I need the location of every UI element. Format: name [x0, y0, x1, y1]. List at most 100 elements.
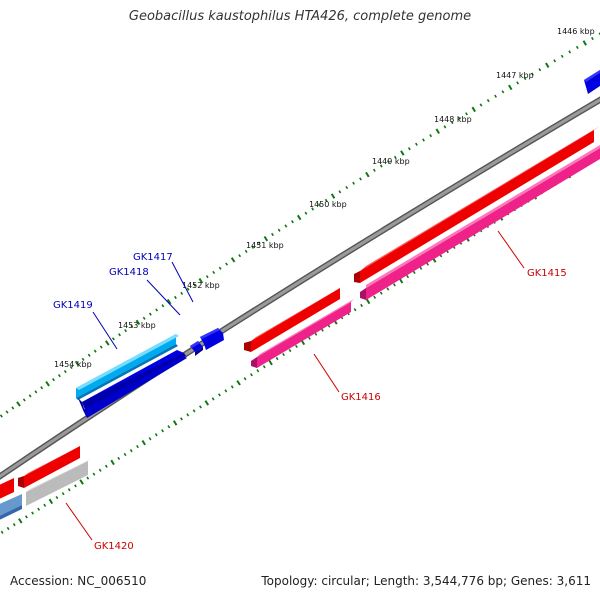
minor-tick: [486, 98, 490, 103]
gene-feature-partial-left[interactable]: [0, 478, 22, 522]
minor-tick: [304, 211, 308, 215]
minor-tick: [81, 357, 85, 361]
minor-tick: [31, 511, 34, 515]
major-tick: [236, 380, 241, 386]
minor-tick: [415, 142, 418, 146]
gene-label-gk1415[interactable]: GK1415: [527, 268, 567, 279]
minor-tick: [560, 54, 564, 58]
minor-tick: [494, 94, 497, 98]
major-tick: [230, 257, 236, 263]
minor-tick: [284, 224, 288, 228]
gene-feature-gk1420[interactable]: [18, 444, 91, 506]
minor-tick: [40, 386, 44, 390]
major-tick: [45, 381, 50, 387]
major-tick: [471, 106, 476, 113]
gene-label-gk1419[interactable]: GK1419: [53, 300, 93, 311]
minor-tick: [360, 303, 363, 308]
minor-tick: [295, 344, 298, 349]
minor-tick: [12, 522, 16, 527]
minor-tick: [538, 68, 542, 72]
minor-tick: [69, 365, 73, 370]
minor-tick: [154, 433, 158, 437]
kbp-labels: 1446 kbp 1447 kbp 1448 kbp 1449 kbp 1450…: [54, 27, 595, 369]
major-tick: [296, 214, 302, 221]
major-tick: [330, 193, 336, 199]
minor-tick: [308, 336, 311, 340]
gene-label-gk1417[interactable]: GK1417: [133, 252, 173, 263]
kbp-label: 1449 kbp: [372, 157, 410, 166]
kbp-label: 1451 kbp: [246, 241, 284, 250]
gene-feature-gk1415[interactable]: [354, 126, 600, 300]
minor-tick: [155, 308, 159, 312]
minor-tick: [386, 287, 390, 291]
major-tick: [582, 40, 587, 46]
minor-tick: [271, 232, 274, 237]
minor-tick: [419, 266, 423, 270]
minor-tick: [93, 349, 97, 353]
minor-tick: [373, 295, 377, 299]
minor-tick: [98, 468, 102, 472]
gene-feature-gk1418[interactable]: [190, 341, 203, 356]
gene-feature-gk1419[interactable]: [76, 334, 187, 418]
minor-tick: [386, 160, 390, 164]
major-tick: [400, 150, 405, 156]
major-tick: [204, 400, 210, 406]
minor-tick: [123, 452, 127, 457]
minor-tick: [57, 374, 61, 378]
minor-tick: [205, 275, 209, 279]
kbp-label: 1448 kbp: [434, 115, 472, 124]
minor-tick: [180, 417, 183, 421]
major-tick: [79, 479, 84, 485]
major-tick: [166, 298, 172, 305]
gene-label-gk1420[interactable]: GK1420: [94, 541, 134, 552]
minor-tick: [379, 291, 383, 295]
major-tick: [365, 298, 371, 305]
minor-tick: [318, 203, 321, 207]
kbp-label: 1454 kbp: [54, 360, 92, 369]
minor-tick: [523, 76, 527, 81]
minor-tick: [124, 329, 128, 333]
minor-tick: [63, 369, 67, 374]
minor-tick: [6, 526, 10, 531]
minor-tick: [43, 503, 47, 507]
minor-tick: [87, 353, 91, 357]
minor-tick: [161, 429, 164, 433]
minor-tick: [99, 345, 103, 349]
major-tick: [104, 340, 110, 346]
minor-tick: [291, 220, 294, 224]
major-tick: [74, 360, 80, 367]
genome-backbone: [0, 96, 600, 480]
kbp-label: 1452 kbp: [182, 281, 220, 290]
major-tick: [48, 498, 54, 505]
minor-tick: [111, 337, 115, 341]
minor-tick: [251, 245, 255, 249]
gene-labels: GK1415 GK1416 GK1417 GK1418 GK1419 GK142…: [53, 252, 567, 552]
major-tick: [545, 62, 550, 69]
minor-tick: [186, 287, 190, 291]
gene-label-gk1418[interactable]: GK1418: [109, 267, 149, 278]
kbp-label: 1450 kbp: [309, 200, 347, 209]
minor-tick: [443, 125, 447, 129]
major-tick: [198, 278, 204, 284]
minor-tick: [230, 385, 234, 389]
minor-tick: [288, 348, 292, 353]
gene-feature-gk1417[interactable]: [200, 328, 224, 350]
minor-tick: [167, 425, 171, 429]
gene-feature-gk1416[interactable]: [244, 285, 354, 368]
minor-tick: [86, 476, 90, 480]
minor-tick: [92, 472, 96, 476]
major-tick: [110, 459, 115, 466]
kbp-label: 1453 kbp: [118, 321, 156, 330]
minor-tick: [379, 164, 383, 168]
minor-tick: [457, 116, 461, 120]
minor-tick: [186, 413, 190, 417]
gene-label-gk1416[interactable]: GK1416: [341, 392, 381, 403]
minor-tick: [311, 207, 315, 211]
major-tick: [365, 171, 370, 178]
minor-tick: [257, 241, 261, 245]
minor-tick: [244, 249, 248, 254]
minor-tick: [352, 181, 355, 185]
gene-feature-partial-right[interactable]: [584, 70, 600, 94]
minor-tick: [136, 444, 139, 449]
minor-tick: [516, 81, 519, 85]
